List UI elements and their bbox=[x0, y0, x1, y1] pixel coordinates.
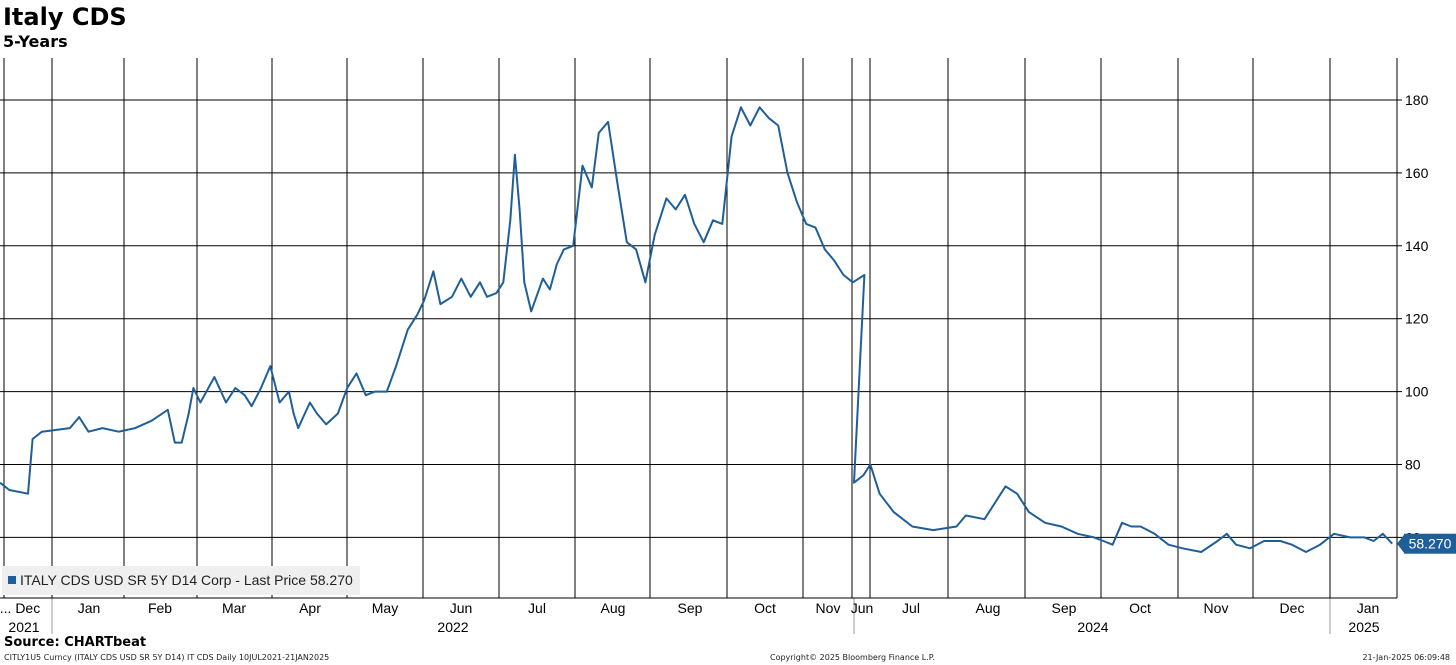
footer-timestamp: 21-Jan-2025 06:09:48 bbox=[1362, 653, 1450, 662]
x-tick-label-2: Feb bbox=[148, 600, 172, 616]
x-tick-label-10: Oct bbox=[754, 600, 776, 616]
year-label-2021: 2021 bbox=[8, 619, 39, 635]
x-tick-label-15: Sep bbox=[1052, 600, 1077, 616]
x-tick-label-12: Jun bbox=[851, 600, 874, 616]
last-price-pointer bbox=[1397, 534, 1404, 553]
series-line-italy-cds bbox=[0, 106, 1393, 553]
x-tick-label-3: Mar bbox=[222, 600, 246, 616]
year-label-2025: 2025 bbox=[1348, 619, 1379, 635]
x-tick-label-0: ... Dec bbox=[0, 600, 40, 616]
legend: ITALY CDS USD SR 5Y D14 Corp - Last Pric… bbox=[2, 566, 360, 595]
year-label-2024: 2024 bbox=[1077, 619, 1108, 635]
chart-title: Italy CDS bbox=[3, 3, 127, 31]
line-chart: 6080100120140160180 ... DecJanFebMarAprM… bbox=[0, 58, 1456, 635]
x-tick-label-14: Aug bbox=[976, 600, 1001, 616]
y-axis-tick-labels: 6080100120140160180 bbox=[1405, 92, 1429, 545]
footer-copyright: Copyright© 2025 Bloomberg Finance L.P. bbox=[770, 653, 935, 662]
x-tick-label-17: Nov bbox=[1204, 600, 1229, 616]
x-tick-label-9: Sep bbox=[678, 600, 703, 616]
x-tick-label-6: Jun bbox=[450, 600, 473, 616]
y-tick-label-180: 180 bbox=[1405, 92, 1429, 108]
last-price-box bbox=[1404, 533, 1456, 554]
legend-label: ITALY CDS USD SR 5Y D14 Corp - Last Pric… bbox=[20, 572, 353, 588]
y-tick-label-80: 80 bbox=[1405, 457, 1421, 473]
x-tick-label-13: Jul bbox=[902, 600, 920, 616]
chart-subtitle: 5-Years bbox=[3, 32, 68, 51]
year-label-2022: 2022 bbox=[437, 619, 468, 635]
x-tick-label-18: Dec bbox=[1280, 600, 1305, 616]
last-price-label: 58.270 bbox=[1409, 536, 1452, 552]
y-tick-label-100: 100 bbox=[1405, 384, 1429, 400]
legend-background bbox=[2, 566, 360, 595]
x-tick-label-19: Jan bbox=[1357, 600, 1380, 616]
footer-ticker-info: CITLY1U5 Curncy (ITALY CDS USD SR 5Y D14… bbox=[4, 653, 330, 662]
x-tick-label-8: Aug bbox=[601, 600, 626, 616]
horizontal-gridlines bbox=[0, 58, 1402, 599]
legend-swatch bbox=[8, 576, 16, 584]
x-tick-label-16: Oct bbox=[1129, 600, 1151, 616]
last-price-tag: 58.270 bbox=[1397, 533, 1456, 554]
y-tick-label-160: 160 bbox=[1405, 165, 1429, 181]
x-axis-year-labels: 2021 2022 2024 2025 bbox=[8, 619, 1379, 635]
vertical-gridlines bbox=[3, 58, 1398, 634]
x-tick-label-4: Apr bbox=[299, 600, 321, 616]
y-tick-label-140: 140 bbox=[1405, 238, 1429, 254]
x-tick-label-7: Jul bbox=[528, 600, 546, 616]
x-tick-label-11: Nov bbox=[816, 600, 841, 616]
x-axis-tick-labels: ... Dec Jan Feb Mar Apr May Jun Jul Aug Sep Oct Nov… bbox=[0, 600, 1379, 616]
y-tick-label-120: 120 bbox=[1405, 311, 1429, 327]
x-tick-label-1: Jan bbox=[78, 600, 101, 616]
x-tick-label-5: May bbox=[372, 600, 398, 616]
source-note: Source: CHARTbeat bbox=[4, 635, 147, 650]
